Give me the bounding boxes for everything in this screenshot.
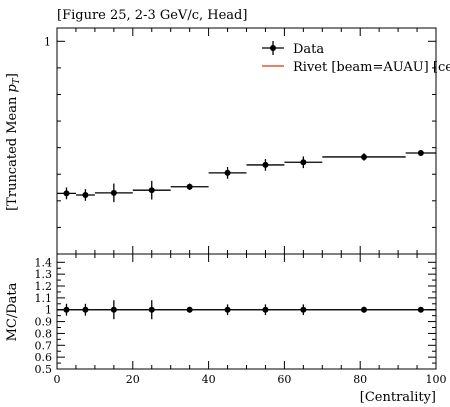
chart-title: [Figure 25, 2-3 GeV/c, Head] xyxy=(57,8,247,23)
main-data-point xyxy=(148,187,155,194)
main-data-point xyxy=(110,189,117,196)
legend-data-marker xyxy=(270,45,276,51)
x-axis-label: [Centrality] xyxy=(360,390,436,405)
main-data-point xyxy=(224,169,231,176)
ratio-plot-panel: 0 20 40 60 80 100 0.50.60.70.80.911.11.21.31.4… xyxy=(5,253,447,405)
legend: Data Rivet [beam=AUAU] [cen xyxy=(262,41,450,75)
ratio-x-tick-label: 100 xyxy=(426,373,447,386)
ratio-data-point xyxy=(300,306,307,313)
main-data-point xyxy=(82,191,89,198)
ratio-y-tick-label: 1 xyxy=(45,304,52,317)
main-y-tick-label: 1 xyxy=(44,35,51,48)
ratio-y-tick-label: 0.9 xyxy=(35,316,53,329)
legend-label-rivet: Rivet [beam=AUAU] [cen xyxy=(293,60,450,75)
main-y-axis-label-close: ] xyxy=(5,73,20,78)
ratio-y-tick-label: 0.7 xyxy=(35,339,53,352)
main-data-point xyxy=(300,159,307,166)
ratio-axis-ticks: 0 20 40 60 80 100 0.50.60.70.80.911.11.21.31.4 xyxy=(35,254,447,386)
ratio-data-point xyxy=(360,306,367,313)
legend-label-data: Data xyxy=(293,42,324,57)
main-data-series xyxy=(57,149,436,203)
ratio-data-series xyxy=(57,300,436,320)
ratio-data-point xyxy=(82,306,89,313)
ratio-y-tick-label: 1.2 xyxy=(35,280,53,293)
main-y-axis-label-subscript: T xyxy=(12,77,22,84)
ratio-data-point xyxy=(224,306,231,313)
main-data-point xyxy=(186,183,193,190)
ratio-y-tick-label: 0.8 xyxy=(35,327,53,340)
ratio-y-tick-label: 0.6 xyxy=(35,351,53,364)
ratio-data-point xyxy=(186,306,193,313)
ratio-data-point xyxy=(110,306,117,313)
ratio-y-axis-label: MC/Data xyxy=(5,282,20,341)
main-data-point xyxy=(262,161,269,168)
ratio-y-tick-label: 1.3 xyxy=(35,268,53,281)
main-data-point xyxy=(360,153,367,160)
main-plot-panel: 1 [Truncated Mean pT] Data Rivet [beam=A… xyxy=(5,27,450,255)
main-axis-ticks: 1 xyxy=(44,28,437,254)
main-data-point xyxy=(63,190,70,197)
ratio-x-tick-label: 0 xyxy=(54,373,61,386)
main-y-axis-label-part: [Truncated Mean xyxy=(5,93,20,211)
ratio-data-point xyxy=(63,306,70,313)
ratio-y-tick-label: 1.1 xyxy=(35,292,53,305)
ratio-x-tick-label: 40 xyxy=(202,373,216,386)
ratio-y-tick-label: 1.4 xyxy=(35,256,53,269)
ratio-x-tick-label: 60 xyxy=(277,373,291,386)
main-data-point xyxy=(417,149,424,156)
ratio-x-tick-label: 80 xyxy=(353,373,367,386)
ratio-data-point xyxy=(417,306,424,313)
ratio-y-tick-label: 0.5 xyxy=(35,363,53,376)
main-y-axis-label: [Truncated Mean pT] xyxy=(5,73,22,211)
ratio-data-point xyxy=(262,306,269,313)
ratio-x-tick-label: 20 xyxy=(126,373,140,386)
ratio-data-point xyxy=(148,306,155,313)
main-y-axis-label-symbol: p xyxy=(5,84,20,93)
